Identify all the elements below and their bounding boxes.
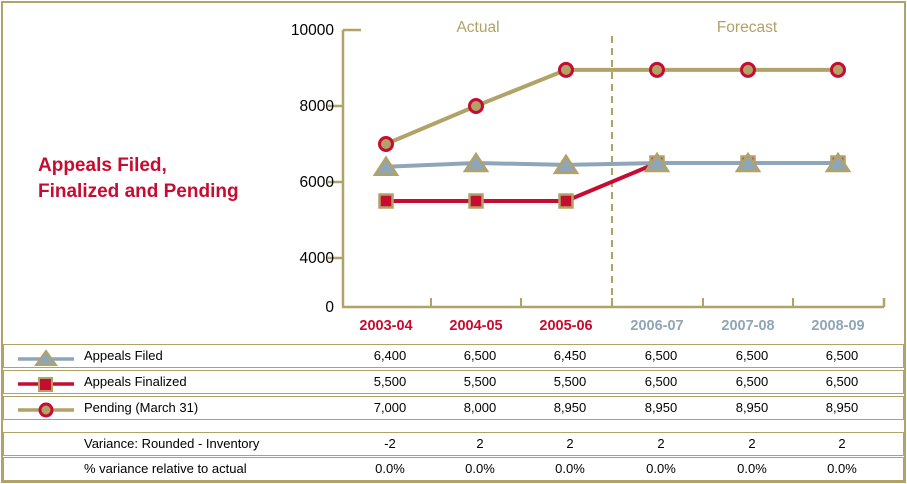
svg-text:Actual: Actual xyxy=(456,19,499,36)
svg-text:0: 0 xyxy=(325,299,334,316)
svg-text:6000: 6000 xyxy=(300,174,335,191)
table-cell: 0.0% xyxy=(375,461,405,476)
table-cell: 0.0% xyxy=(465,461,495,476)
appeals-line-chart: 10000 8000 6000 4000 0 Actual Forecast 2003-04 2… xyxy=(291,19,886,334)
table-cell: 6,500 xyxy=(825,348,859,363)
table-cell: 0.0% xyxy=(827,461,857,476)
table-row-pending: Pending (March 31) 7,000 8,000 8,950 8,9… xyxy=(3,396,904,420)
table-cell: 8,950 xyxy=(735,400,769,415)
table-cell: 8,950 xyxy=(644,400,678,415)
svg-text:Forecast: Forecast xyxy=(717,19,778,36)
chart-title: Appeals Filed, Finalized and Pending xyxy=(38,153,239,205)
table-cell: 5,500 xyxy=(553,374,587,389)
table-cell: 6,500 xyxy=(463,348,497,363)
svg-text:4000: 4000 xyxy=(300,250,335,267)
table-cell: 6,450 xyxy=(553,348,587,363)
chart-title-line1: Appeals Filed, xyxy=(38,155,167,176)
table-cell: 6,500 xyxy=(644,348,678,363)
table-cell: 2 xyxy=(566,436,574,451)
chart-title-line2: Finalized and Pending xyxy=(38,181,239,202)
triangle-series-icon xyxy=(18,348,74,366)
table-cell: 8,000 xyxy=(463,400,497,415)
circle-series-icon xyxy=(18,402,74,418)
table-cell: 0.0% xyxy=(646,461,676,476)
square-series-icon xyxy=(18,376,74,392)
appeals-finalized-legend-marker xyxy=(16,371,78,393)
table-cell: 5,500 xyxy=(463,374,497,389)
row-label: Variance: Rounded - Inventory xyxy=(84,436,260,451)
table-cell: 8,950 xyxy=(553,400,587,415)
table-cell: 7,000 xyxy=(373,400,407,415)
svg-text:2005-06: 2005-06 xyxy=(539,318,592,334)
table-cell: 0.0% xyxy=(555,461,585,476)
appeals-filed-legend-marker xyxy=(16,345,78,367)
table-row-appeals-filed: Appeals Filed 6,400 6,500 6,450 6,500 6,… xyxy=(3,344,904,368)
table-cell: -2 xyxy=(384,436,396,451)
svg-text:2006-07: 2006-07 xyxy=(630,318,683,334)
table-row-appeals-finalized: Appeals Finalized 5,500 5,500 5,500 6,50… xyxy=(3,370,904,394)
table-cell: 6,500 xyxy=(735,374,769,389)
table-cell: 0.0% xyxy=(737,461,767,476)
table-cell: 2 xyxy=(657,436,665,451)
svg-text:2004-05: 2004-05 xyxy=(449,318,502,334)
table-cell: 6,500 xyxy=(825,374,859,389)
svg-text:10000: 10000 xyxy=(291,22,334,39)
svg-text:8000: 8000 xyxy=(300,98,335,115)
row-label: % variance relative to actual xyxy=(84,461,247,476)
table-cell: 5,500 xyxy=(373,374,407,389)
table-row-variance: Variance: Rounded - Inventory -2 2 2 2 2… xyxy=(3,432,904,456)
svg-text:2007-08: 2007-08 xyxy=(721,318,774,334)
table-row-percent-variance: % variance relative to actual 0.0% 0.0% … xyxy=(3,457,904,481)
pending-legend-marker xyxy=(16,397,78,419)
table-cell: 8,950 xyxy=(825,400,859,415)
row-label: Appeals Finalized xyxy=(84,374,187,389)
svg-text:2008-09: 2008-09 xyxy=(811,318,864,334)
table-cell: 2 xyxy=(748,436,756,451)
row-label: Appeals Filed xyxy=(84,348,163,363)
table-cell: 2 xyxy=(476,436,484,451)
table-cell: 6,500 xyxy=(735,348,769,363)
svg-text:2003-04: 2003-04 xyxy=(359,318,412,334)
table-cell: 6,500 xyxy=(644,374,678,389)
table-cell: 6,400 xyxy=(373,348,407,363)
table-cell: 2 xyxy=(838,436,846,451)
row-label: Pending (March 31) xyxy=(84,400,199,415)
